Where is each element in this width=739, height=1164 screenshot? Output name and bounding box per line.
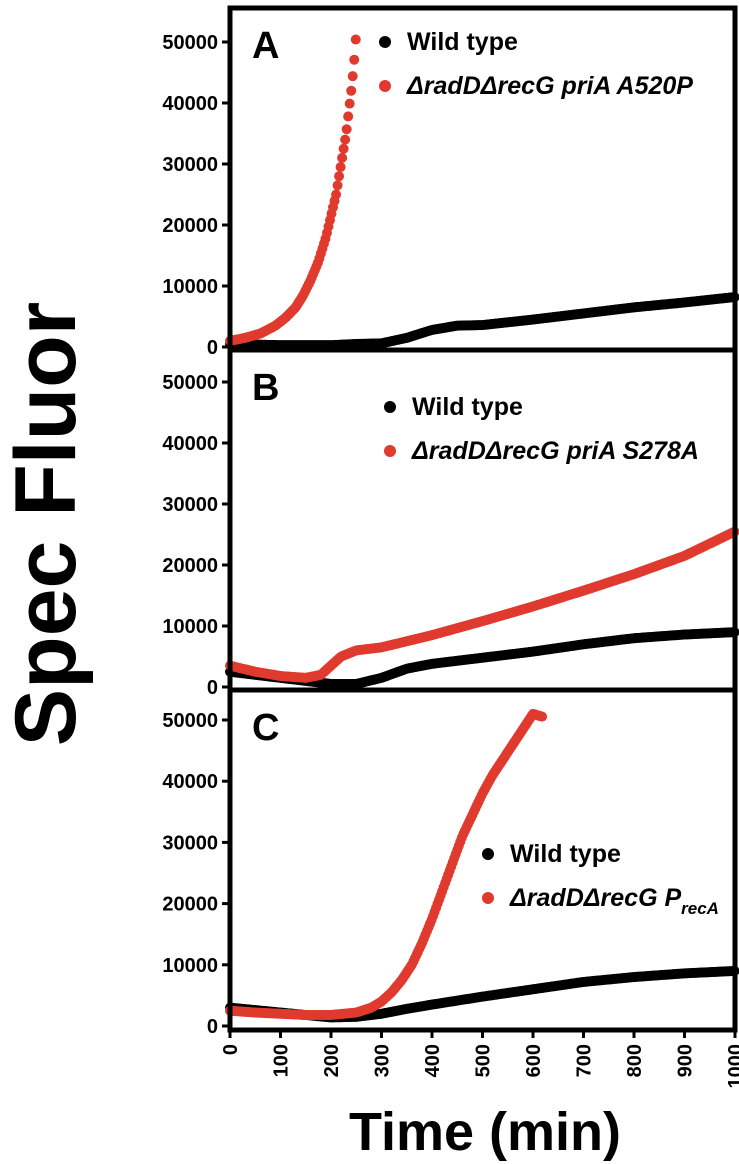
legend-marker	[482, 848, 494, 860]
data-point	[331, 189, 342, 200]
chart-panel-b: 0 10000 20000 30000 40000 50000 B Wild type Δrad…	[162, 347, 739, 699]
legend-label: ΔradDΔrecG PrecA	[509, 884, 719, 918]
y-tick-label: 30000	[162, 154, 218, 176]
x-tick-label: 300	[372, 1044, 394, 1077]
y-tick-label: 40000	[162, 771, 218, 793]
x-tick-label: 200	[321, 1044, 343, 1077]
data-point	[347, 71, 358, 82]
x-tick-label: 400	[422, 1044, 444, 1077]
x-tick-label: 700	[574, 1044, 596, 1077]
data-point	[350, 34, 361, 45]
panel-label: A	[252, 25, 279, 67]
legend-label: ΔradDΔrecG priA A520P	[406, 72, 693, 100]
x-tick-label: 900	[675, 1044, 697, 1077]
legend-marker	[384, 401, 396, 413]
legend-marker	[482, 892, 494, 904]
data-point	[332, 180, 343, 191]
y-tick-label: 10000	[162, 616, 218, 638]
legend-label: Wild type	[412, 393, 523, 421]
data-point	[338, 143, 349, 154]
data-point	[337, 152, 348, 163]
x-tick-label: 600	[523, 1044, 545, 1077]
panel-frame	[227, 687, 738, 1033]
data-point	[340, 134, 351, 145]
panel-label: B	[252, 367, 279, 409]
data-point	[349, 54, 360, 65]
chart-panel-c: 0 10000 20000 30000 40000 50000 0 100 200 300 400 5…	[162, 687, 739, 1089]
x-tick-label: 100	[271, 1044, 293, 1077]
series-wild-type	[225, 627, 739, 689]
legend-label: ΔradDΔrecG priA S278A	[411, 437, 699, 465]
data-point	[341, 124, 352, 135]
y-tick-label: 30000	[162, 494, 218, 516]
y-tick-label: 20000	[162, 215, 218, 237]
data-point	[537, 711, 548, 722]
data-point	[343, 111, 354, 122]
y-tick-label: 30000	[162, 832, 218, 854]
y-tick-label: 20000	[162, 555, 218, 577]
y-tick-label: 0	[207, 337, 218, 359]
series-mutant	[225, 34, 361, 346]
y-tick-label: 10000	[162, 955, 218, 977]
series-wild-type	[225, 965, 739, 1023]
x-tick-label: 0	[220, 1044, 242, 1055]
series-mutant	[225, 708, 548, 1020]
y-tick-label: 10000	[162, 276, 218, 298]
chart-panel-a: 0 10000 20000 30000 40000 50000 A Wild type Δrad…	[162, 5, 739, 359]
y-tick-label: 50000	[162, 710, 218, 732]
data-point	[335, 162, 346, 173]
y-tick-label: 0	[207, 1016, 218, 1038]
series-mutant	[225, 526, 739, 683]
y-tick-label: 40000	[162, 93, 218, 115]
y-tick-label: 50000	[162, 32, 218, 54]
data-point	[334, 171, 345, 182]
legend-marker	[379, 36, 391, 48]
x-axis-title: Time (min)	[349, 1102, 621, 1162]
legend-marker	[379, 80, 391, 92]
panel-label: C	[252, 707, 279, 749]
x-tick-label: 500	[473, 1044, 495, 1077]
legend-label: Wild type	[407, 28, 518, 56]
x-tick-label: 800	[624, 1044, 646, 1077]
series-wild-type	[225, 292, 739, 351]
data-point	[346, 85, 357, 96]
y-axis-title: Spec Fluor	[0, 302, 94, 746]
y-tick-label: 0	[207, 677, 218, 699]
y-tick-label: 50000	[162, 372, 218, 394]
y-tick-label: 40000	[162, 433, 218, 455]
legend-marker	[384, 445, 396, 457]
data-point	[344, 98, 355, 109]
x-tick-label: 1000	[725, 1044, 739, 1089]
legend-label: Wild type	[510, 840, 621, 868]
y-tick-label: 20000	[162, 894, 218, 916]
